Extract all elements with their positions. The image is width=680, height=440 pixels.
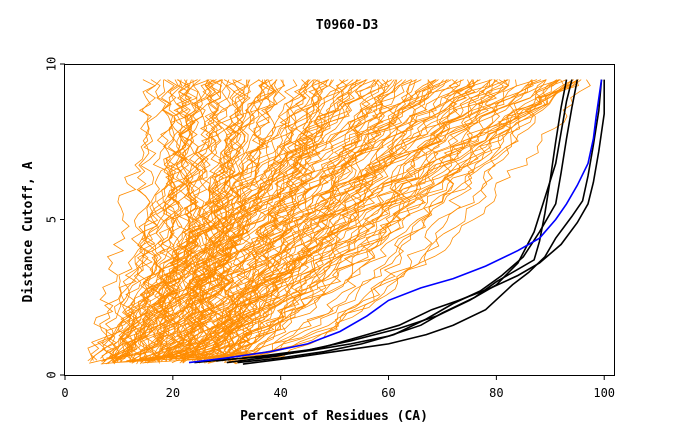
other-model-line <box>118 79 547 363</box>
x-tick-label: 40 <box>273 386 287 400</box>
x-tick-label: 20 <box>166 386 180 400</box>
x-tick-label: 80 <box>489 386 503 400</box>
other-model-line <box>178 79 580 359</box>
other-model-line <box>204 79 579 360</box>
other-model-line <box>182 79 328 361</box>
other-model-line <box>180 79 279 363</box>
x-axis-ticks: 0 20 40 60 80 100 <box>61 375 615 400</box>
other-model-line <box>150 79 574 363</box>
other-model-line <box>125 79 198 360</box>
other-model-line <box>167 79 361 360</box>
other-model-line <box>101 79 247 363</box>
other-model-line <box>196 79 434 363</box>
highlighted-model-line <box>226 79 605 364</box>
other-model-line <box>154 79 561 360</box>
chart-title: T0960-D3 <box>316 18 379 33</box>
other-model-line <box>205 79 403 359</box>
other-model-line <box>158 79 547 362</box>
other-model-line <box>207 79 475 364</box>
other-model-line <box>205 79 509 363</box>
other-model-line <box>157 79 475 359</box>
other-model-line <box>165 79 449 363</box>
x-tick-label: 0 <box>61 386 68 400</box>
other-model-line <box>139 79 223 365</box>
other-model-line <box>222 79 508 362</box>
x-axis-label: Percent of Residues (CA) <box>240 409 428 424</box>
other-model-line <box>118 79 167 362</box>
other-model-line <box>148 79 376 362</box>
other-model-line <box>214 79 579 361</box>
other-model-line <box>189 79 333 363</box>
other-model-line <box>128 79 412 363</box>
other-model-line <box>208 79 534 359</box>
other-model-line <box>139 79 341 362</box>
other-model-line <box>220 79 567 359</box>
y-axis-ticks: 0 5 10 <box>45 57 65 379</box>
other-model-line <box>169 79 210 361</box>
other-model-line <box>211 79 579 362</box>
other-model-line <box>111 79 349 363</box>
other-model-line <box>160 79 458 362</box>
other-model-line <box>87 79 278 361</box>
other-model-line <box>111 79 330 364</box>
other-model-line <box>208 79 367 364</box>
other-model-line <box>171 79 579 364</box>
y-axis-label: Distance Cutoff, A <box>21 161 36 302</box>
x-tick-label: 60 <box>381 386 395 400</box>
best-model-layer <box>188 79 603 364</box>
x-tick-label: 100 <box>593 386 615 400</box>
other-model-line <box>101 79 311 362</box>
other-model-line <box>180 79 473 360</box>
other-model-line <box>127 79 210 362</box>
other-model-line <box>114 79 561 361</box>
other-model-line <box>233 79 309 364</box>
other-model-line <box>228 79 565 360</box>
other-model-line <box>223 79 246 363</box>
other-model-line <box>119 79 491 361</box>
other-model-line <box>113 79 582 362</box>
other-model-line <box>116 79 444 361</box>
other-model-line <box>122 79 178 359</box>
other-model-line <box>139 79 354 361</box>
other-model-line <box>90 79 161 361</box>
other-model-line <box>106 79 275 359</box>
highlighted-models-layer <box>194 79 605 365</box>
other-model-line <box>169 79 532 361</box>
other-model-line <box>136 79 509 365</box>
y-tick-label: 5 <box>45 216 59 223</box>
other-models-layer <box>87 79 591 365</box>
highlighted-model-line <box>242 79 603 365</box>
best-model-line <box>188 79 603 364</box>
other-model-line <box>89 79 481 362</box>
other-model-line <box>147 79 429 363</box>
other-model-line <box>171 79 574 359</box>
other-model-line <box>108 79 367 360</box>
other-model-line <box>111 79 310 360</box>
other-model-line <box>112 79 533 363</box>
other-model-line <box>101 79 418 362</box>
other-model-line <box>142 79 558 364</box>
other-model-line <box>130 79 157 363</box>
other-model-line <box>182 79 471 363</box>
y-tick-label: 10 <box>45 57 59 71</box>
y-tick-label: 0 <box>45 371 59 378</box>
other-model-line <box>224 79 498 363</box>
other-model-line <box>148 79 348 362</box>
highlighted-model-line <box>237 79 579 364</box>
other-model-line <box>124 79 560 360</box>
other-model-line <box>112 79 223 363</box>
other-model-line <box>175 79 219 361</box>
other-model-line <box>228 79 517 362</box>
other-model-line <box>134 79 192 363</box>
